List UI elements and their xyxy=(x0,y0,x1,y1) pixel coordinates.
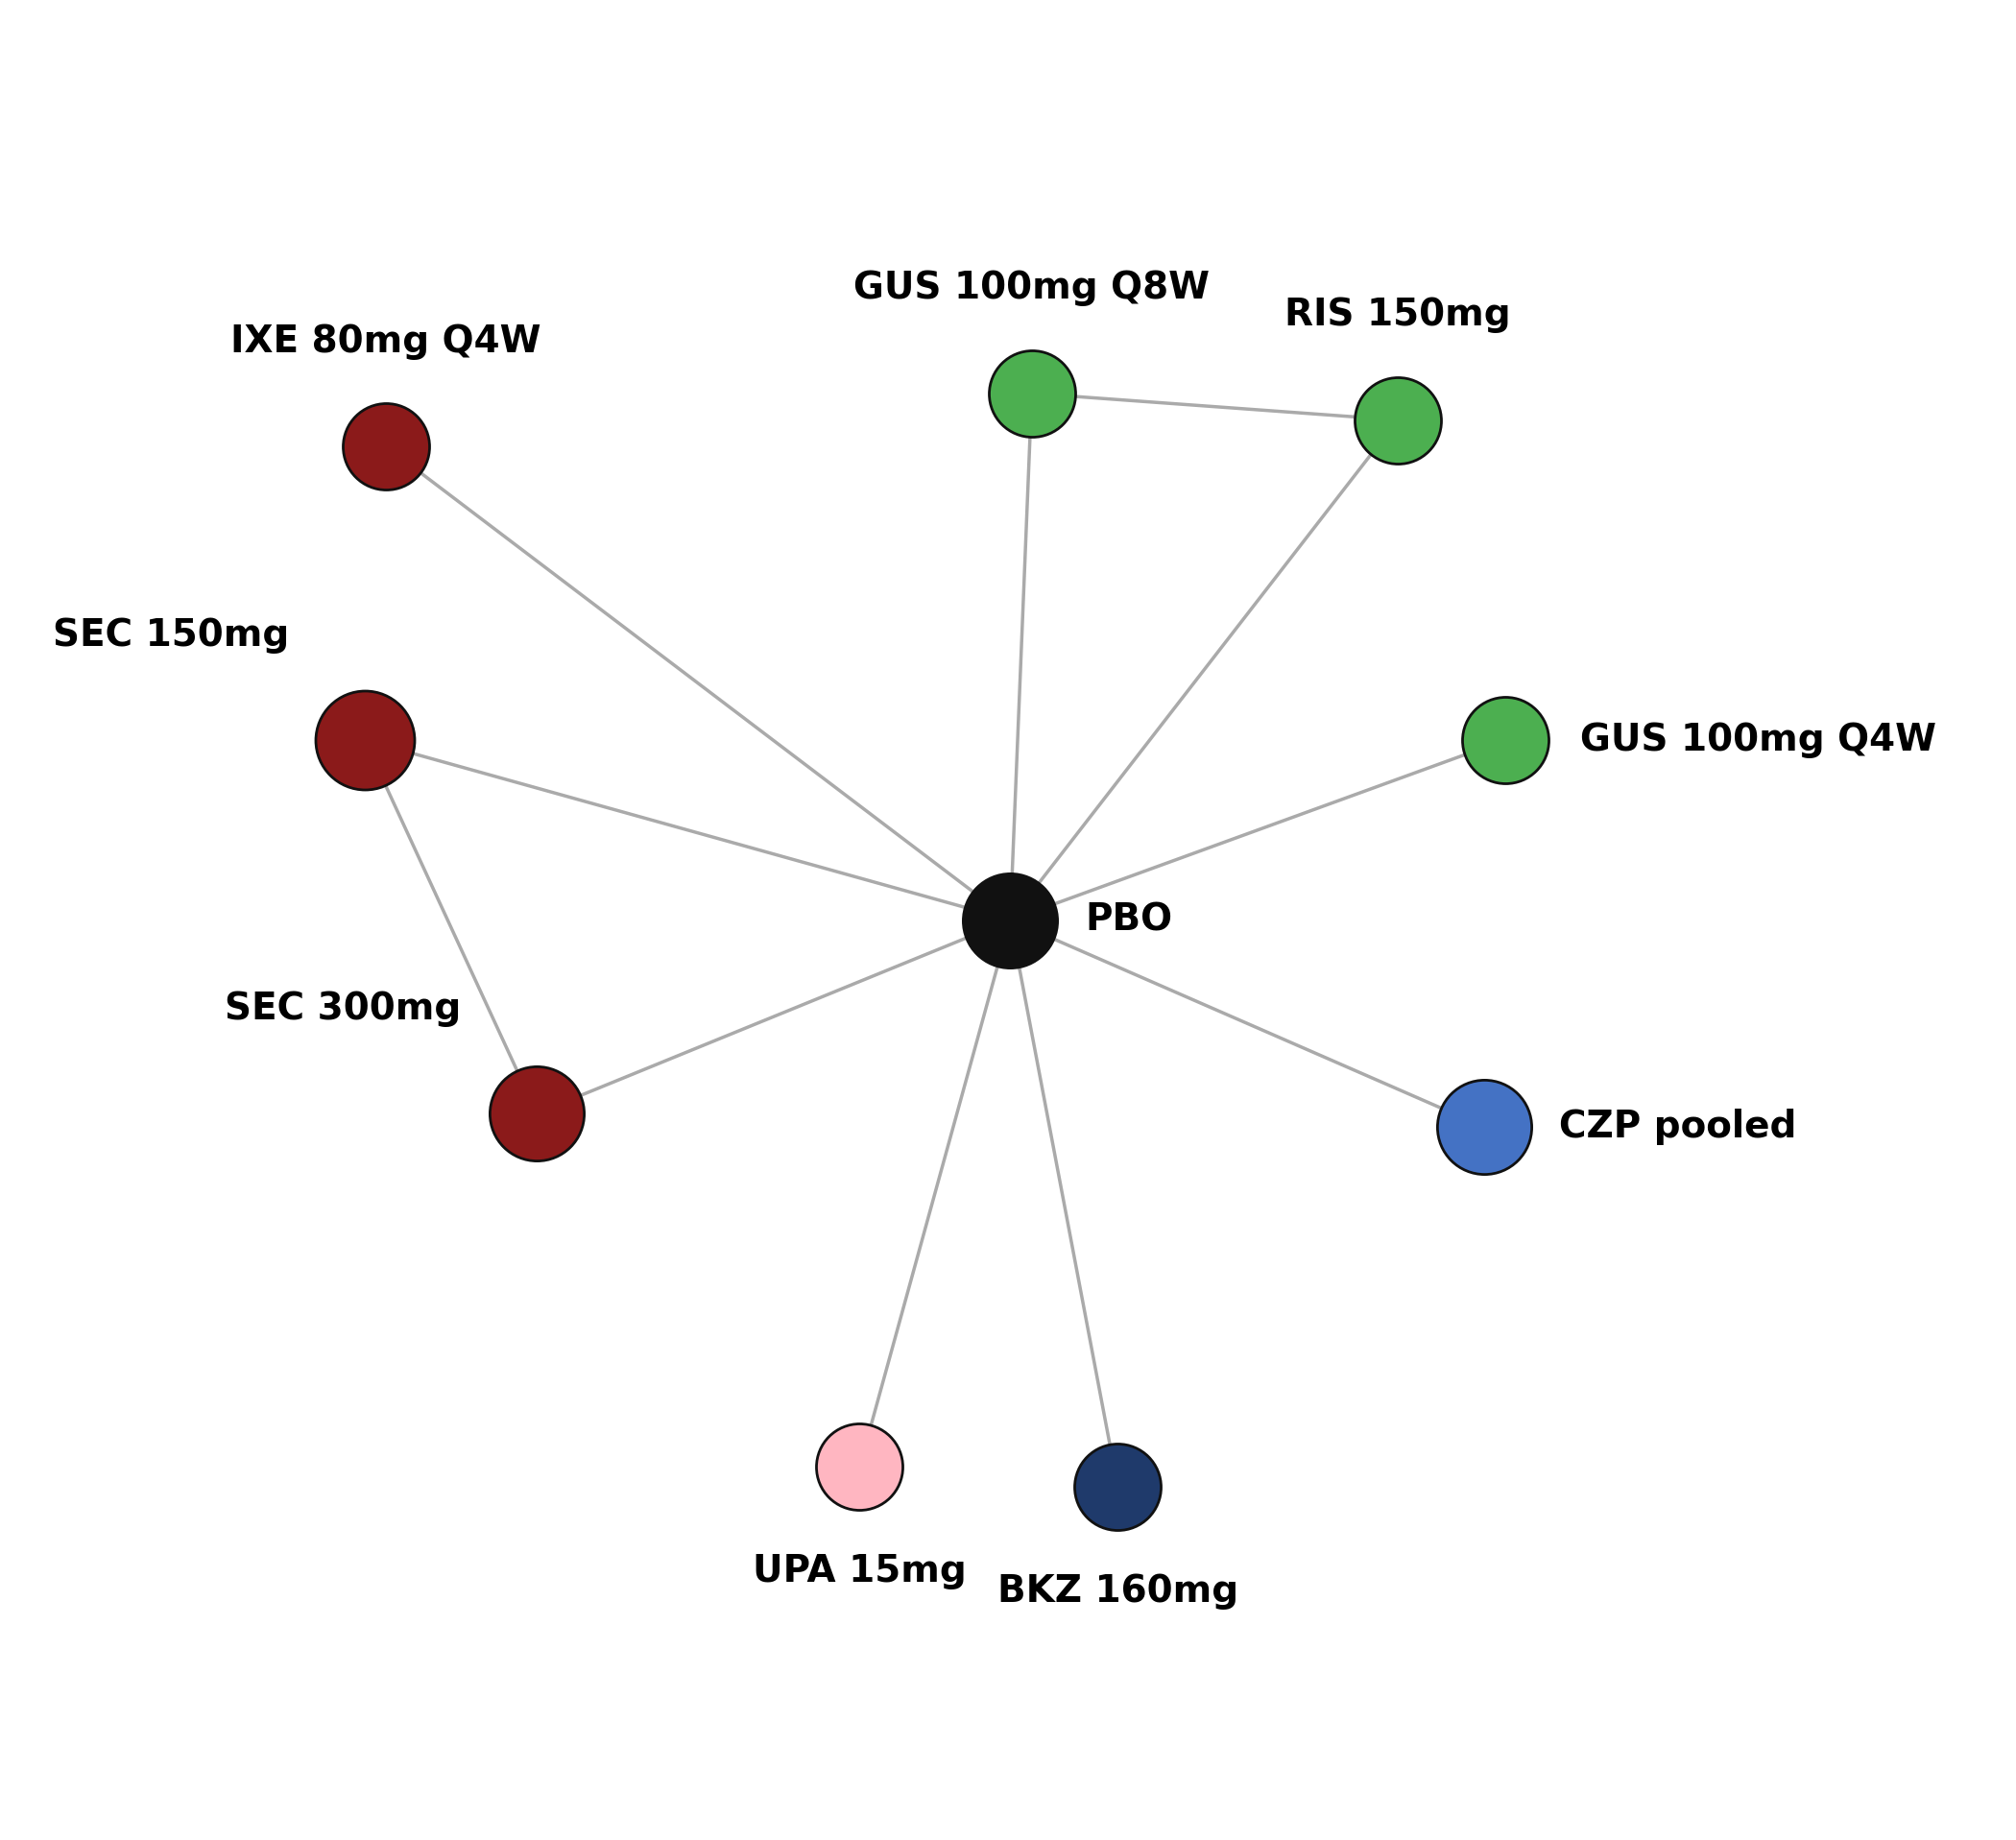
Text: SEC 150mg: SEC 150mg xyxy=(52,616,288,653)
Point xyxy=(843,1452,875,1481)
Text: GUS 100mg Q8W: GUS 100mg Q8W xyxy=(853,270,1210,307)
Point xyxy=(1381,405,1413,434)
Point xyxy=(371,432,403,462)
Text: CZP pooled: CZP pooled xyxy=(1558,1108,1796,1144)
Text: PBO: PBO xyxy=(1085,902,1173,938)
Text: RIS 150mg: RIS 150mg xyxy=(1284,296,1510,333)
Point xyxy=(1490,725,1522,754)
Point xyxy=(1468,1111,1500,1141)
Text: GUS 100mg Q4W: GUS 100mg Q4W xyxy=(1581,721,1937,758)
Text: UPA 15mg: UPA 15mg xyxy=(752,1553,966,1590)
Point xyxy=(994,905,1026,935)
Point xyxy=(1101,1472,1133,1501)
Text: SEC 300mg: SEC 300mg xyxy=(226,990,462,1027)
Text: BKZ 160mg: BKZ 160mg xyxy=(998,1573,1238,1610)
Point xyxy=(520,1098,552,1128)
Point xyxy=(349,725,381,754)
Text: IXE 80mg Q4W: IXE 80mg Q4W xyxy=(232,324,542,361)
Point xyxy=(1016,379,1048,408)
